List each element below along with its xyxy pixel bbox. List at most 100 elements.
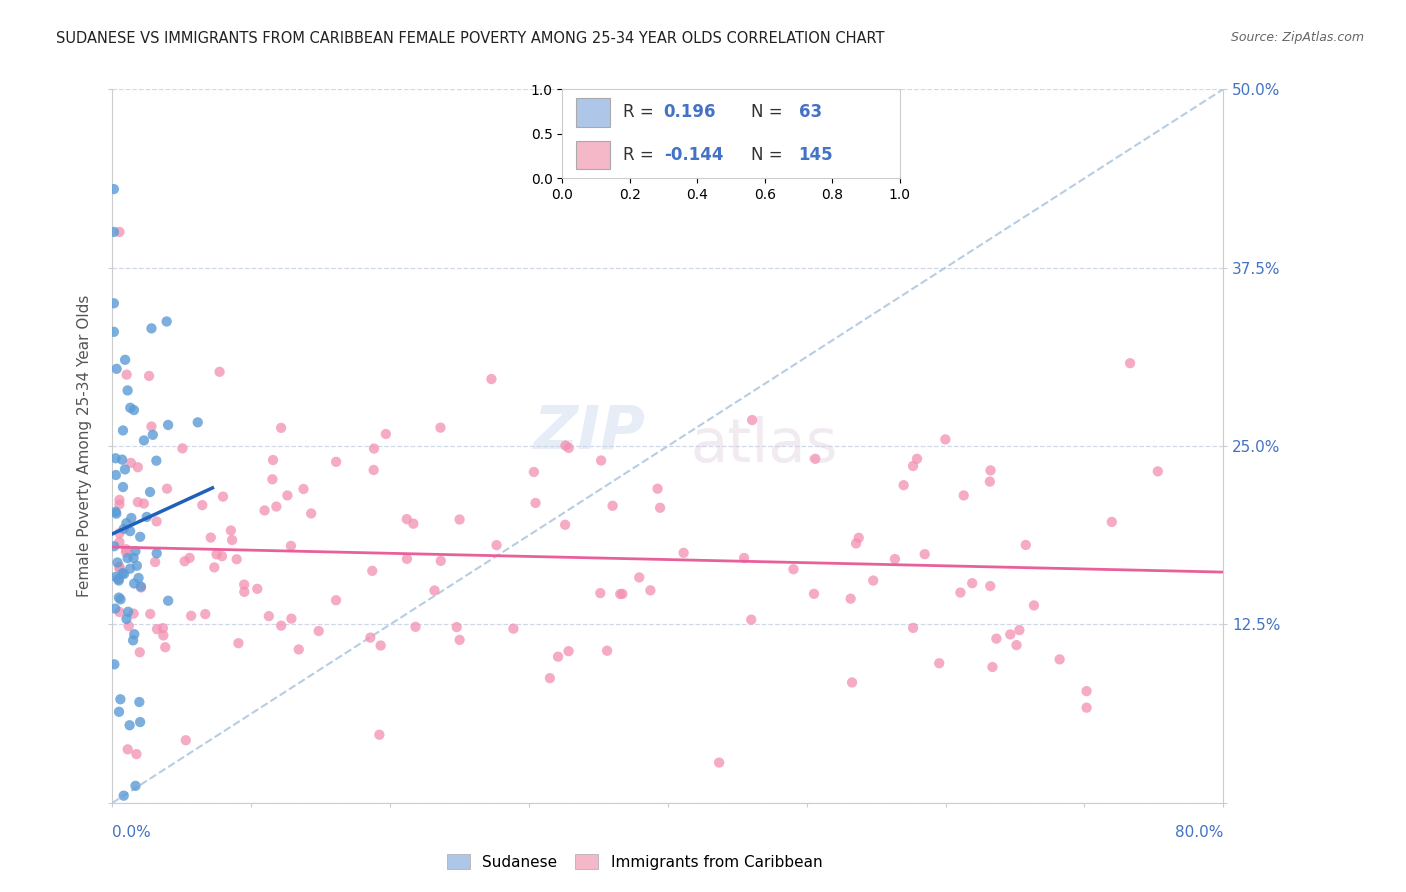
Point <box>112 522 135 536</box>
Point <box>914 547 936 561</box>
Point <box>108 559 131 574</box>
FancyBboxPatch shape <box>576 141 610 169</box>
Point <box>146 622 169 636</box>
Point <box>125 558 148 573</box>
Point <box>120 524 142 538</box>
Point <box>1076 700 1098 714</box>
Point <box>180 608 202 623</box>
Point <box>115 542 138 557</box>
Point <box>129 530 152 544</box>
Point <box>257 609 280 624</box>
Point <box>157 417 180 432</box>
Point <box>782 562 804 576</box>
Text: 145: 145 <box>799 146 834 164</box>
Point <box>554 439 576 453</box>
Point <box>104 468 127 483</box>
Point <box>558 441 581 455</box>
Point <box>596 644 619 658</box>
Text: R =: R = <box>623 103 654 121</box>
Point <box>648 500 671 515</box>
Text: 80.0%: 80.0% <box>1175 825 1223 840</box>
Point <box>124 544 146 558</box>
Point <box>122 550 145 565</box>
Text: N =: N = <box>751 146 783 164</box>
Y-axis label: Female Poverty Among 25-34 Year Olds: Female Poverty Among 25-34 Year Olds <box>77 295 93 597</box>
Point <box>949 585 972 599</box>
Point <box>110 592 132 607</box>
Point <box>1005 638 1028 652</box>
Point <box>395 512 418 526</box>
Point <box>481 372 503 386</box>
Point <box>103 657 125 672</box>
Point <box>1146 464 1168 478</box>
Point <box>138 368 160 383</box>
Point <box>928 657 950 671</box>
Point <box>111 480 134 494</box>
Point <box>287 642 309 657</box>
Point <box>120 456 142 470</box>
Point <box>117 551 139 566</box>
Point <box>449 632 471 647</box>
Point <box>135 510 157 524</box>
Point <box>143 555 166 569</box>
Point <box>108 561 131 575</box>
Point <box>1119 356 1142 370</box>
Point <box>120 561 142 575</box>
Point <box>108 225 131 239</box>
Point <box>979 475 1001 489</box>
Point <box>104 505 127 519</box>
Point <box>103 296 125 310</box>
Text: 0.196: 0.196 <box>664 103 716 121</box>
Point <box>107 556 129 570</box>
Point <box>200 531 222 545</box>
Point <box>538 671 561 685</box>
Point <box>591 453 613 467</box>
Point <box>104 451 127 466</box>
Point <box>122 403 145 417</box>
Point <box>111 566 134 580</box>
Point <box>118 619 141 633</box>
Point <box>901 621 924 635</box>
Point <box>152 621 174 635</box>
Point <box>122 607 145 621</box>
Point <box>934 433 956 447</box>
Point <box>111 452 134 467</box>
Point <box>139 607 162 621</box>
Point <box>986 632 1008 646</box>
Text: Source: ZipAtlas.com: Source: ZipAtlas.com <box>1230 31 1364 45</box>
Point <box>270 618 292 632</box>
Point <box>361 564 384 578</box>
Point <box>803 587 825 601</box>
Point <box>1049 652 1071 666</box>
Point <box>174 733 197 747</box>
Point <box>266 500 288 514</box>
Point <box>557 644 579 658</box>
Point <box>262 453 284 467</box>
Point <box>233 584 256 599</box>
Point <box>1008 623 1031 637</box>
Point <box>845 536 868 550</box>
Point <box>368 728 391 742</box>
Point <box>363 463 385 477</box>
Point <box>208 365 231 379</box>
Point <box>485 538 508 552</box>
Point <box>132 497 155 511</box>
Point <box>707 756 730 770</box>
Point <box>132 434 155 448</box>
Point <box>141 321 163 335</box>
Point <box>211 549 233 564</box>
Point <box>804 451 827 466</box>
Point <box>1076 684 1098 698</box>
Point <box>280 611 302 625</box>
Point <box>740 613 762 627</box>
Point <box>1022 599 1045 613</box>
Point <box>173 554 195 568</box>
Point <box>103 182 125 196</box>
Point <box>145 515 167 529</box>
Point <box>145 453 167 467</box>
Point <box>129 580 152 594</box>
Point <box>156 314 179 328</box>
Point <box>156 482 179 496</box>
Point <box>429 420 451 434</box>
Text: -0.144: -0.144 <box>664 146 723 164</box>
